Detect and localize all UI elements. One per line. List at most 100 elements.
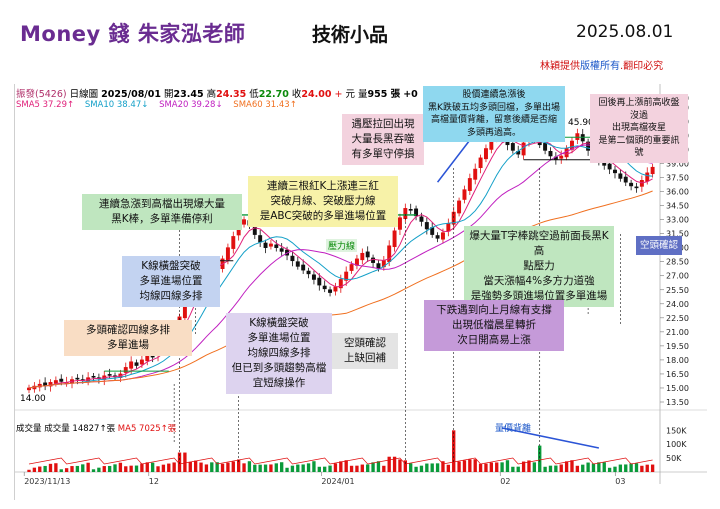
post-date: 2025.08.01: [576, 22, 674, 42]
candle-body: [483, 148, 488, 160]
candle-body: [414, 208, 419, 217]
volume-bar: [38, 466, 42, 472]
y-tick-label: 18.00: [666, 356, 689, 365]
sma10-line: [28, 140, 653, 389]
volume-bar: [597, 462, 601, 472]
volume-ma-line: [28, 457, 653, 465]
volume-bar: [500, 462, 504, 472]
volume-bar: [188, 461, 192, 472]
annotation-take-profit: 連續急漲到高檔出現爆大量 黑K棒，多單準備停利: [82, 194, 242, 230]
annotation-breakout-1: K線橫盤突破 多單進場位置 均線四線多排: [122, 256, 220, 307]
candle-body: [365, 251, 370, 258]
volume-bar: [403, 460, 407, 472]
volume-bar: [435, 463, 440, 472]
candle-body: [376, 263, 381, 269]
volume-bar: [602, 462, 606, 472]
volume-legend: 成交量 成交量 14827↑張 MA5 7025↑張: [16, 424, 177, 434]
candle-body: [634, 186, 639, 189]
candle-body: [268, 243, 273, 247]
annotation-evening-star: 回後再上漲前高收盤沒過 出現高檔夜星 是第二個頭的重要訊號: [590, 94, 688, 163]
candle-body: [328, 289, 333, 293]
candle-body: [333, 286, 338, 292]
candle-body: [317, 277, 322, 286]
volume-bar: [613, 466, 617, 472]
volume-bar: [629, 463, 633, 472]
volume-bar: [548, 465, 553, 472]
candle-body: [548, 151, 553, 157]
candle-body: [279, 248, 284, 252]
topic-title: 技術小品: [312, 24, 389, 46]
volume-divergence-label: 量價背離: [495, 424, 532, 434]
x-tick-label: 03: [615, 477, 625, 486]
volume-bar: [215, 462, 219, 472]
volume-bar: [473, 459, 477, 472]
volume-bar: [285, 467, 289, 472]
x-tick-label: 2024/01: [321, 477, 354, 486]
volume-bar: [618, 464, 623, 472]
volume-bar: [145, 462, 149, 472]
volume-bar: [376, 461, 381, 472]
volume-bar: [586, 462, 590, 472]
volume-bar: [172, 462, 176, 472]
copyright-notice: 林穎提供版權所有.翻印必究: [540, 61, 664, 72]
volume-bar: [607, 467, 612, 472]
candle-body: [139, 359, 144, 365]
volume-bar: [274, 463, 278, 472]
volume-bar: [575, 465, 580, 472]
candle-body: [344, 271, 349, 281]
volume-bar: [226, 462, 230, 472]
volume-bar: [301, 464, 305, 472]
candle-body: [618, 173, 623, 179]
candle-body: [521, 142, 526, 156]
volume-value: 955 張: [367, 89, 401, 100]
y-tick-label: 27.00: [666, 272, 689, 281]
volume-bar: [48, 463, 53, 472]
y-tick-label: 34.50: [666, 202, 689, 211]
volume-bar: [140, 463, 144, 472]
info-bar: 振發(5426) 日線圖 2025/08/01 開23.45 高24.35 低2…: [16, 89, 418, 100]
candle-body: [338, 279, 343, 289]
candle-body: [53, 380, 58, 384]
annotation-bull-confirm: 多頭確認四線多排 多單進場: [64, 320, 192, 356]
low-price-label: 14.00: [20, 394, 46, 404]
volume-bar: [446, 464, 450, 472]
volume-bar: [645, 464, 649, 472]
y-tick-label: 33.00: [666, 216, 689, 225]
volume-tick-label: 100K: [666, 440, 687, 449]
volume-bar: [462, 460, 467, 472]
y-tick-label: 37.50: [666, 174, 689, 183]
volume-bar: [43, 465, 47, 472]
candle-body: [602, 162, 607, 166]
candle-body: [650, 166, 655, 175]
sma5-line: [28, 139, 653, 389]
volume-bar: [306, 463, 311, 472]
candle-body: [397, 217, 402, 230]
volume-bar: [32, 467, 37, 472]
y-tick-label: 22.50: [666, 314, 689, 323]
y-tick-label: 13.50: [666, 398, 689, 407]
candle-body: [360, 252, 365, 261]
volume-bar: [129, 465, 133, 472]
volume-bar: [489, 462, 494, 472]
candle-body: [440, 232, 445, 240]
volume-bar: [452, 430, 456, 472]
candle-body: [311, 274, 316, 280]
volume-bar: [441, 461, 445, 472]
volume-bar: [521, 461, 526, 472]
volume-bar: [419, 465, 424, 472]
candle-body: [295, 261, 300, 267]
volume-bar: [183, 452, 187, 472]
volume-bar: [86, 462, 90, 472]
volume-bar: [280, 462, 284, 472]
volume-bar: [468, 459, 472, 472]
low-value: 22.70: [258, 89, 289, 100]
annotation-stop-loss: 遇壓拉回出現 大量長黑吞噬 有多單守停損: [342, 114, 424, 165]
volume-bar: [511, 466, 515, 472]
candle-body: [623, 176, 628, 183]
volume-bar: [349, 465, 354, 472]
candle-body: [586, 141, 591, 151]
volume-bar: [323, 466, 327, 472]
volume-bar: [360, 464, 364, 472]
candle-body: [510, 143, 515, 151]
volume-bar: [258, 464, 262, 472]
